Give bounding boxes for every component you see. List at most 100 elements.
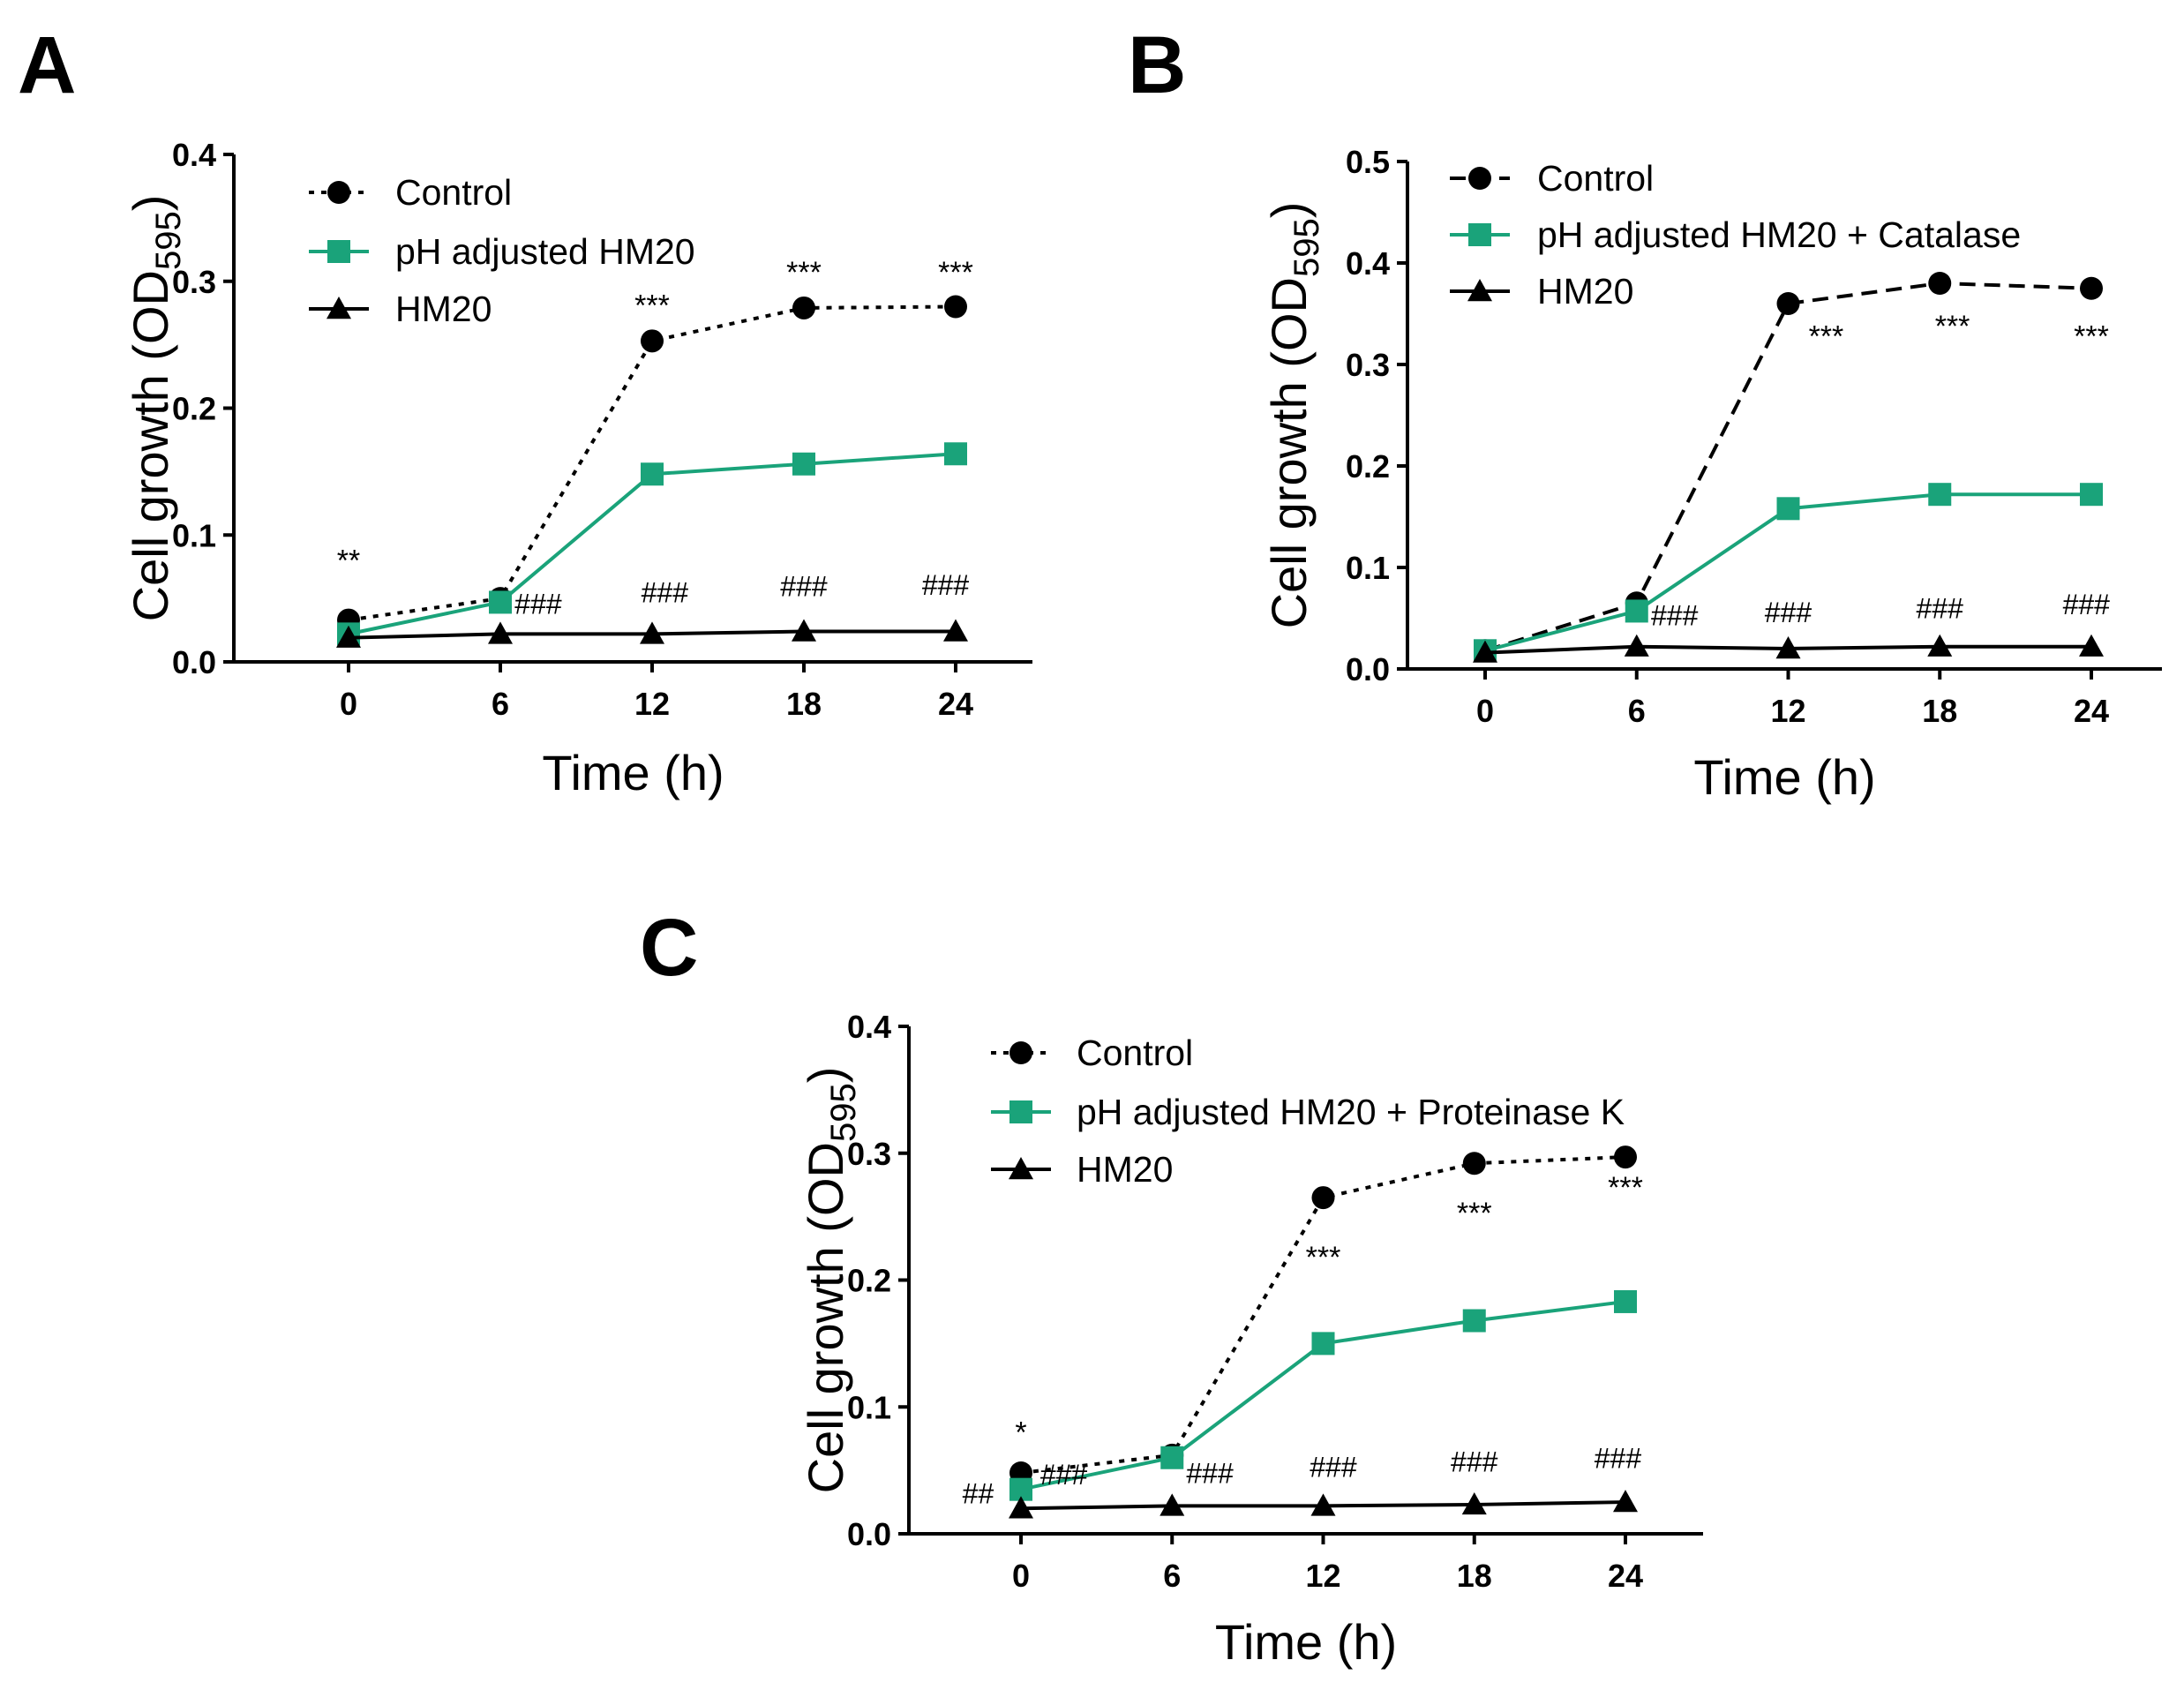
data-point xyxy=(792,296,815,319)
panel-letter: A xyxy=(18,20,76,110)
hash-annotation: ### xyxy=(642,576,689,608)
series-line-0 xyxy=(348,304,957,622)
legend-label: Control xyxy=(1537,158,1654,199)
hash-annotation: ### xyxy=(780,570,828,602)
star-annotation: ** xyxy=(337,545,360,578)
hash-annotation: ### xyxy=(1186,1458,1234,1490)
y-axis-title-sub: 595 xyxy=(824,1083,863,1142)
data-point xyxy=(1776,497,1800,521)
x-axis-title: Time (h) xyxy=(1693,749,1875,805)
data-point xyxy=(944,295,967,319)
y-tick-label: 0.5 xyxy=(1346,144,1390,180)
y-tick-label: 0.3 xyxy=(1346,347,1390,383)
hash-annotation: ### xyxy=(922,569,970,601)
data-point xyxy=(1160,1446,1184,1469)
x-tick-label: 12 xyxy=(1305,1558,1340,1594)
series-line-0 xyxy=(1484,281,2092,653)
legend-marker xyxy=(1009,1157,1033,1180)
panel-B: B 0.0 0.1 0.2 0.3 0.4 0.5 0 6 12 18 24 Time (h) Cell … xyxy=(1128,20,2162,805)
x-axis-title: Time (h) xyxy=(542,745,724,800)
x-tick-label: 18 xyxy=(1457,1558,1492,1594)
x-tick-label: 6 xyxy=(1628,693,1646,729)
data-point xyxy=(1775,636,1801,659)
y-tick-label: 0.3 xyxy=(172,264,216,300)
hash-annotation: ### xyxy=(1765,597,1812,628)
data-point xyxy=(792,452,815,476)
star-annotation: *** xyxy=(786,256,822,289)
y-axis-title-main: Cell growth (OD xyxy=(1261,277,1317,628)
legend-label: pH adjusted HM20 xyxy=(395,231,695,272)
y-tick-label: 0.0 xyxy=(1346,651,1390,687)
legend-label: Control xyxy=(395,172,512,213)
y-axis-title-sub: 595 xyxy=(1287,218,1326,277)
legend-marker xyxy=(1009,1100,1032,1123)
hash-annotation: ### xyxy=(1595,1442,1642,1474)
panel-C: C 0.0 0.1 0.2 0.3 0.4 0 6 12 18 24 Time (h) Cell gro… xyxy=(640,903,1703,1670)
data-point xyxy=(1614,1289,1637,1313)
star-annotation: *** xyxy=(1306,1241,1341,1274)
legend-marker xyxy=(1468,167,1491,190)
hash-annotation: ### xyxy=(1310,1451,1357,1483)
legend-label: Control xyxy=(1077,1033,1193,1073)
data-point xyxy=(1776,292,1800,315)
star-annotation: *** xyxy=(1608,1171,1643,1205)
star-annotation: *** xyxy=(1809,319,1844,353)
y-tick-label: 0.3 xyxy=(847,1136,891,1172)
legend-marker xyxy=(1468,223,1491,246)
data-point xyxy=(1160,1493,1185,1516)
y-tick-label: 0.2 xyxy=(847,1263,891,1299)
legend-label: pH adjusted HM20 + Proteinase K xyxy=(1077,1092,1625,1132)
y-tick-label: 0.0 xyxy=(172,644,216,680)
data-point xyxy=(1311,1332,1335,1356)
y-axis-title-close: ) xyxy=(798,1067,853,1084)
legend-marker xyxy=(327,181,350,204)
star-annotation: *** xyxy=(938,256,973,289)
x-axis-title: Time (h) xyxy=(1215,1614,1397,1670)
y-axis-title-main: Cell growth (OD xyxy=(123,270,178,621)
y-tick-label: 0.1 xyxy=(172,517,216,553)
legend-marker xyxy=(326,297,351,319)
star-annotation: *** xyxy=(2074,319,2109,353)
data-point xyxy=(1310,1493,1336,1516)
star-annotation: *** xyxy=(634,289,670,323)
hash-annotation: ### xyxy=(514,588,562,620)
panel-letter: B xyxy=(1128,20,1186,110)
data-point xyxy=(640,621,664,644)
x-tick-label: 18 xyxy=(1922,693,1957,729)
legend-marker xyxy=(1009,1041,1032,1064)
x-tick-label: 0 xyxy=(1476,693,1494,729)
hash-annotation: ### xyxy=(1917,593,1964,625)
y-tick-label: 0.1 xyxy=(847,1389,891,1425)
data-point xyxy=(1009,1496,1033,1519)
hash-annotation: ### xyxy=(1651,600,1699,632)
y-tick-label: 0.4 xyxy=(1346,245,1390,282)
legend-label: HM20 xyxy=(395,289,492,329)
data-point xyxy=(943,619,968,642)
panel-letter: C xyxy=(640,903,698,993)
x-tick-label: 24 xyxy=(938,686,973,722)
y-tick-label: 0.0 xyxy=(847,1516,891,1552)
legend-label: pH adjusted HM20 + Catalase xyxy=(1537,214,2021,255)
data-point xyxy=(641,462,664,486)
y-axis-title-main: Cell growth (OD xyxy=(798,1142,853,1493)
hash-annotation: ## xyxy=(963,1478,994,1510)
data-point xyxy=(1473,640,1497,663)
x-tick-label: 24 xyxy=(2074,693,2109,729)
y-tick-label: 0.2 xyxy=(1346,448,1390,484)
data-point xyxy=(1928,272,1952,295)
x-tick-label: 0 xyxy=(340,686,357,722)
x-tick-label: 0 xyxy=(1012,1558,1030,1594)
data-point xyxy=(1462,1152,1486,1175)
hash-annotation: ### xyxy=(1451,1446,1498,1478)
x-tick-label: 12 xyxy=(634,686,670,722)
x-tick-label: 12 xyxy=(1770,693,1805,729)
legend-label: HM20 xyxy=(1077,1149,1173,1190)
data-point xyxy=(792,619,816,642)
y-axis-title: Cell growth (OD595) xyxy=(1261,202,1326,629)
y-axis-title-sub: 595 xyxy=(149,211,188,270)
data-point xyxy=(641,329,664,353)
data-point xyxy=(489,590,512,614)
data-point xyxy=(1624,634,1649,657)
x-tick-label: 24 xyxy=(1608,1558,1643,1594)
